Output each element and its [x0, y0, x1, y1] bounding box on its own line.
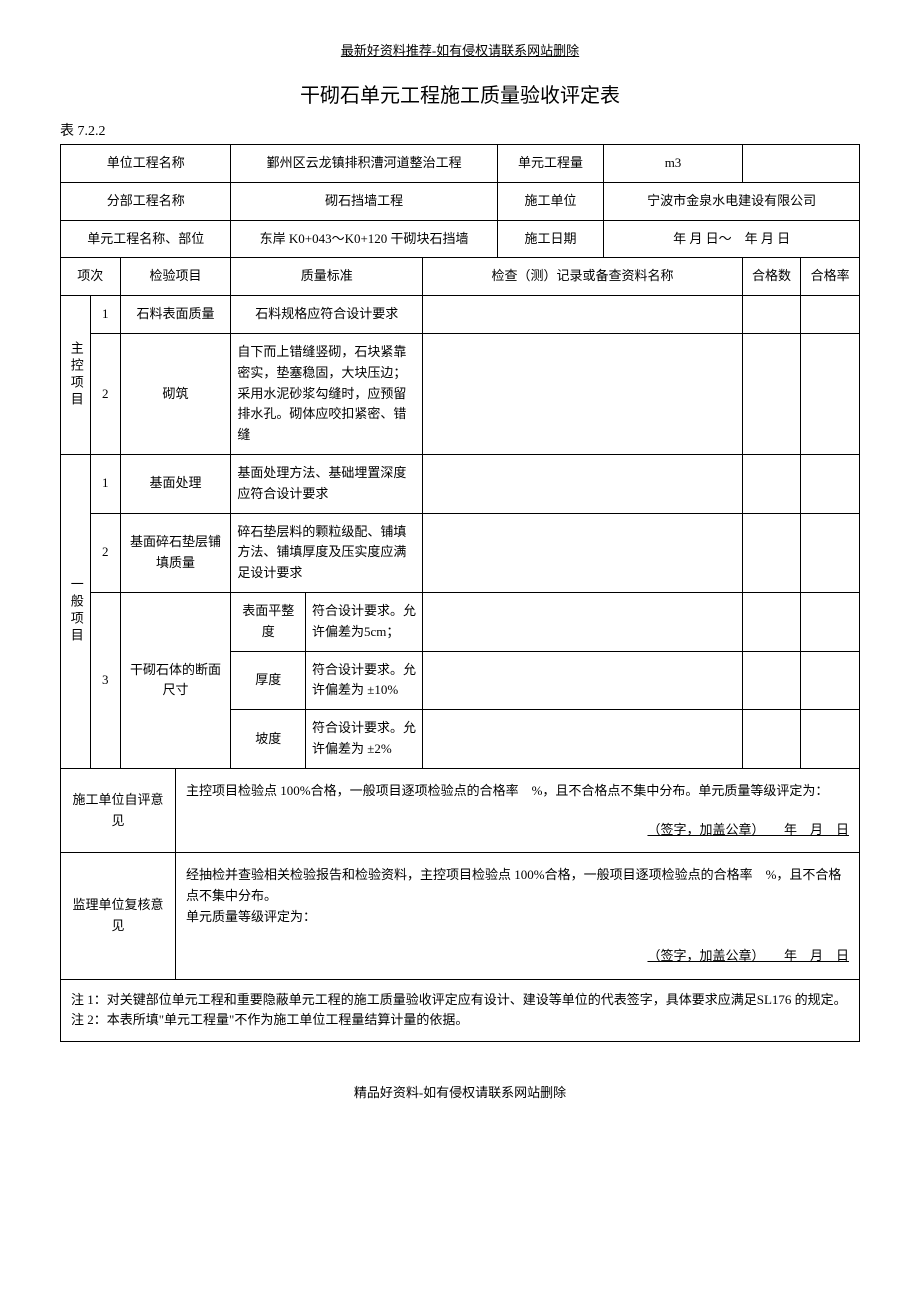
hdr-pass-count: 合格数: [742, 258, 801, 296]
gen3-sub3-std: 符合设计要求。允许偏差为 ±2%: [305, 710, 422, 769]
opinion2-label: 监理单位复核意见: [61, 853, 176, 979]
footer-note: 精品好资料-如有侵权请联系网站删除: [60, 1082, 860, 1101]
general-label: 一般项目: [61, 454, 91, 768]
val-unit-project-name: 鄞州区云龙镇排积漕河道整治工程: [231, 145, 497, 183]
val-sub-project-name: 砌石挡墙工程: [231, 182, 497, 220]
gen3c-record: [423, 710, 743, 769]
gen-row-3a: 3 干砌石体的断面尺寸 表面平整度 符合设计要求。允许偏差为5cm；: [61, 592, 860, 651]
hdr-pass-rate: 合格率: [801, 258, 860, 296]
main1-rate: [801, 296, 860, 334]
gen1-item: 基面处理: [120, 454, 231, 513]
gen3c-rate: [801, 710, 860, 769]
opinion2-content: 经抽检并查验相关检验报告和检验资料，主控项目检验点 100%合格，一般项目逐项检…: [176, 853, 860, 979]
hdr-seq: 项次: [61, 258, 121, 296]
header-row: 项次 检验项目 质量标准 检查（测）记录或备查资料名称 合格数 合格率: [61, 258, 860, 296]
opinion1-label: 施工单位自评意见: [61, 768, 176, 853]
main-row-1: 主控项目 1 石料表面质量 石料规格应符合设计要求: [61, 296, 860, 334]
label-unit-project-name: 单位工程名称: [61, 145, 231, 183]
gen3-sub1-label: 表面平整度: [231, 592, 306, 651]
gen2-std: 碎石垫层料的颗粒级配、铺填方法、铺填厚度及压实度应满足设计要求: [231, 513, 423, 592]
gen-row-1: 一般项目 1 基面处理 基面处理方法、基础埋置深度应符合设计要求: [61, 454, 860, 513]
gen3a-rate: [801, 592, 860, 651]
gen1-record: [423, 454, 743, 513]
opinion2-sig: （签字，加盖公章） 年 月 日: [186, 946, 849, 967]
val-construct-unit: 宁波市金泉水电建设有限公司: [604, 182, 860, 220]
opinion1-sig: （签字，加盖公章） 年 月 日: [186, 820, 849, 841]
gen2-item: 基面碎石垫层铺填质量: [120, 513, 231, 592]
label-unit-name-part: 单元工程名称、部位: [61, 220, 231, 258]
gen2-count: [742, 513, 801, 592]
main1-item: 石料表面质量: [120, 296, 231, 334]
info-row-1: 单位工程名称 鄞州区云龙镇排积漕河道整治工程 单元工程量 m3: [61, 145, 860, 183]
header-note: 最新好资料推荐-如有侵权请联系网站删除: [60, 40, 860, 59]
label-construct-date: 施工日期: [497, 220, 604, 258]
val-unit-name-part: 东岸 K0+043～K0+120 干砌块石挡墙: [231, 220, 497, 258]
main1-count: [742, 296, 801, 334]
main1-record: [423, 296, 743, 334]
gen1-num: 1: [90, 454, 120, 513]
info-row-2: 分部工程名称 砌石挡墙工程 施工单位 宁波市金泉水电建设有限公司: [61, 182, 860, 220]
opinion1-text: 主控项目检验点 100%合格，一般项目逐项检验点的合格率 %，且不合格点不集中分…: [186, 781, 849, 802]
main2-item: 砌筑: [120, 333, 231, 454]
main2-num: 2: [90, 333, 120, 454]
gen3b-rate: [801, 651, 860, 710]
gen3a-count: [742, 592, 801, 651]
gen2-rate: [801, 513, 860, 592]
hdr-standard: 质量标准: [231, 258, 423, 296]
gen3-sub2-label: 厚度: [231, 651, 306, 710]
label-construct-unit: 施工单位: [497, 182, 604, 220]
gen1-rate: [801, 454, 860, 513]
info-row-3: 单元工程名称、部位 东岸 K0+043～K0+120 干砌块石挡墙 施工日期 年…: [61, 220, 860, 258]
opinion2-text: 经抽检并查验相关检验报告和检验资料，主控项目检验点 100%合格，一般项目逐项检…: [186, 865, 849, 907]
main1-std: 石料规格应符合设计要求: [231, 296, 423, 334]
notes-cell: 注 1：对关键部位单元工程和重要隐蔽单元工程的施工质量验收评定应有设计、建设等单…: [61, 979, 860, 1042]
gen3c-count: [742, 710, 801, 769]
notes-row: 注 1：对关键部位单元工程和重要隐蔽单元工程的施工质量验收评定应有设计、建设等单…: [61, 979, 860, 1042]
gen1-count: [742, 454, 801, 513]
opinion1-content: 主控项目检验点 100%合格，一般项目逐项检验点的合格率 %，且不合格点不集中分…: [176, 768, 860, 853]
hdr-item: 检验项目: [120, 258, 231, 296]
gen3-sub1-std: 符合设计要求。允许偏差为5cm；: [305, 592, 422, 651]
main2-count: [742, 333, 801, 454]
gen3-sub2-std: 符合设计要求。允许偏差为 ±10%: [305, 651, 422, 710]
note-2: 注 2：本表所填"单元工程量"不作为施工单位工程量结算计量的依据。: [71, 1010, 849, 1031]
main1-num: 1: [90, 296, 120, 334]
gen2-num: 2: [90, 513, 120, 592]
hdr-record: 检查（测）记录或备查资料名称: [423, 258, 743, 296]
blank-cell: [742, 145, 859, 183]
val-construct-date: 年 月 日～ 年 月 日: [604, 220, 860, 258]
gen3b-record: [423, 651, 743, 710]
main-control-label: 主控项目: [61, 296, 91, 455]
gen1-std: 基面处理方法、基础埋置深度应符合设计要求: [231, 454, 423, 513]
main2-record: [423, 333, 743, 454]
main-table: 单位工程名称 鄞州区云龙镇排积漕河道整治工程 单元工程量 m3 分部工程名称 砌…: [60, 144, 860, 1042]
opinion-row-1: 施工单位自评意见 主控项目检验点 100%合格，一般项目逐项检验点的合格率 %，…: [61, 768, 860, 853]
label-sub-project-name: 分部工程名称: [61, 182, 231, 220]
gen-row-2: 2 基面碎石垫层铺填质量 碎石垫层料的颗粒级配、铺填方法、铺填厚度及压实度应满足…: [61, 513, 860, 592]
main-row-2: 2 砌筑 自下而上错缝竖砌，石块紧靠密实，垫塞稳固，大块压边；采用水泥砂浆勾缝时…: [61, 333, 860, 454]
gen3-sub3-label: 坡度: [231, 710, 306, 769]
opinion-row-2: 监理单位复核意见 经抽检并查验相关检验报告和检验资料，主控项目检验点 100%合…: [61, 853, 860, 979]
label-unit-qty: 单元工程量: [497, 145, 604, 183]
gen3-num: 3: [90, 592, 120, 768]
gen3-item: 干砌石体的断面尺寸: [120, 592, 231, 768]
gen2-record: [423, 513, 743, 592]
page-title: 干砌石单元工程施工质量验收评定表: [60, 79, 860, 108]
opinion2-text2: 单元质量等级评定为：: [186, 907, 849, 928]
table-number: 表 7.2.2: [60, 120, 860, 140]
note-1: 注 1：对关键部位单元工程和重要隐蔽单元工程的施工质量验收评定应有设计、建设等单…: [103, 990, 849, 1011]
gen3b-count: [742, 651, 801, 710]
main2-rate: [801, 333, 860, 454]
gen3a-record: [423, 592, 743, 651]
main2-std: 自下而上错缝竖砌，石块紧靠密实，垫塞稳固，大块压边；采用水泥砂浆勾缝时，应预留排…: [231, 333, 423, 454]
val-unit-qty: m3: [604, 145, 742, 183]
